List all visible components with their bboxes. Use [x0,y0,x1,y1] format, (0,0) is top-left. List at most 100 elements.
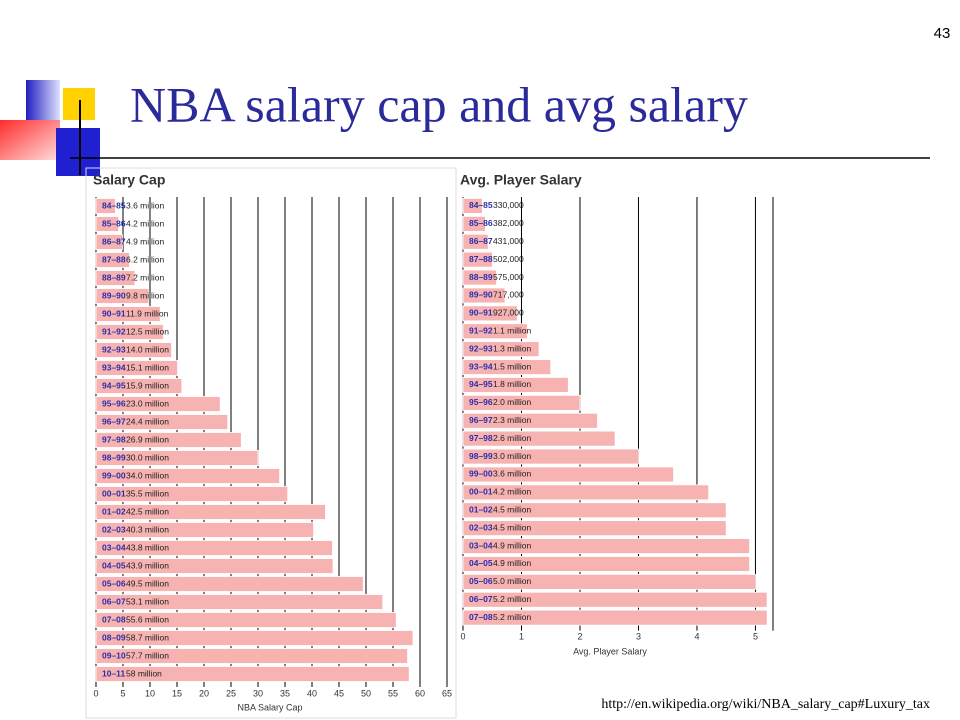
value-label: 502,000 [493,254,524,264]
bar [95,432,242,448]
bar [462,233,489,250]
panel [85,167,457,719]
bar [462,377,569,393]
category-label: 94–95 [102,380,126,390]
bar [462,466,674,483]
category-label: 85–86 [102,218,126,228]
value-label: 9.8 million [126,290,165,300]
value-label: 49.5 million [126,578,169,588]
value-label: 40.3 million [126,524,169,534]
x-tick-label: 1 [519,631,524,641]
bar [462,341,540,358]
deco-square [0,120,60,160]
bar [462,198,483,214]
category-label: 05–06 [469,576,493,586]
category-label: 98–99 [102,452,126,462]
x-tick-label: 45 [334,688,344,698]
category-label: 90–91 [102,308,126,318]
category-label: 96–97 [102,416,126,426]
category-label: 94–95 [469,379,493,389]
category-label: 88–89 [102,272,126,282]
bar [95,288,150,304]
chart-title: Avg. Player Salary [460,172,582,188]
value-label: 7.2 million [126,272,165,282]
value-label: 24.4 million [126,416,169,426]
category-label: 88–89 [469,272,493,282]
bar [95,414,229,430]
x-tick-label: 50 [361,688,371,698]
value-label: 35.5 million [126,488,169,498]
value-label: 26.9 million [126,434,169,444]
bar [95,396,221,412]
bar [462,484,710,501]
category-label: 08–09 [102,632,126,642]
value-label: 3.0 million [493,451,532,461]
value-label: 2.6 million [493,433,532,443]
category-label: 91–92 [102,326,126,336]
x-tick-label: 5 [120,688,125,698]
bar [95,342,172,358]
value-label: 58 million [126,668,162,678]
x-tick-label: 30 [253,688,263,698]
x-tick-label: 40 [307,688,317,698]
category-label: 90–91 [469,308,493,318]
category-label: 10–11 [102,668,125,678]
category-label: 01–02 [102,506,126,516]
bar [95,360,178,376]
category-label: 89–90 [102,290,126,300]
value-label: 3.6 million [493,469,532,479]
x-tick-label: 2 [577,631,582,641]
bar [95,198,116,214]
category-label: 95–96 [469,397,493,407]
x-tick-label: 10 [145,688,155,698]
value-label: 15.9 million [126,380,169,390]
value-label: 6.2 million [126,254,165,264]
bar [95,234,123,250]
x-axis-label: NBA Salary Cap [237,702,302,712]
category-label: 89–90 [469,290,493,300]
category-label: 97–98 [102,434,126,444]
slide-number: 43 [934,25,951,42]
bar [462,573,756,590]
value-label: 57.7 million [126,650,169,660]
x-tick-label: 5 [753,631,758,641]
value-label: 4.2 million [493,487,532,497]
bar [462,359,552,375]
x-tick-label: 35 [280,688,290,698]
bar [462,215,486,232]
category-label: 87–88 [102,254,126,264]
category-label: 05–06 [102,578,126,588]
category-label: 97–98 [469,433,493,443]
category-label: 02–03 [102,524,126,534]
category-label: 02–03 [469,522,493,532]
bar [462,412,598,429]
bar [95,468,281,484]
value-label: 4.5 million [493,505,532,515]
value-label: 12.5 million [126,326,169,336]
deco-square [56,128,100,176]
category-label: 91–92 [469,326,493,336]
category-label: 00–01 [469,487,493,497]
x-tick-label: 0 [93,688,98,698]
category-label: 06–07 [102,596,126,606]
category-label: 85–86 [469,218,493,228]
value-label: 1.8 million [493,379,532,389]
bar [95,252,130,268]
category-label: 99–00 [469,469,493,479]
category-label: 03–04 [102,542,126,552]
x-tick-label: 25 [226,688,236,698]
category-label: 84–85 [102,200,126,210]
category-label: 01–02 [469,505,493,515]
bar [95,666,410,682]
value-label: 1.5 million [493,361,532,371]
category-label: 09–10 [102,650,126,660]
bar [95,612,397,628]
category-label: 98–99 [469,451,493,461]
x-tick-label: 0 [460,631,465,641]
category-label: 06–07 [469,594,493,604]
bar [462,556,751,572]
value-label: 55.6 million [126,614,169,624]
value-label: 1.3 million [493,343,532,353]
category-label: 95–96 [102,398,126,408]
bar [95,450,259,466]
